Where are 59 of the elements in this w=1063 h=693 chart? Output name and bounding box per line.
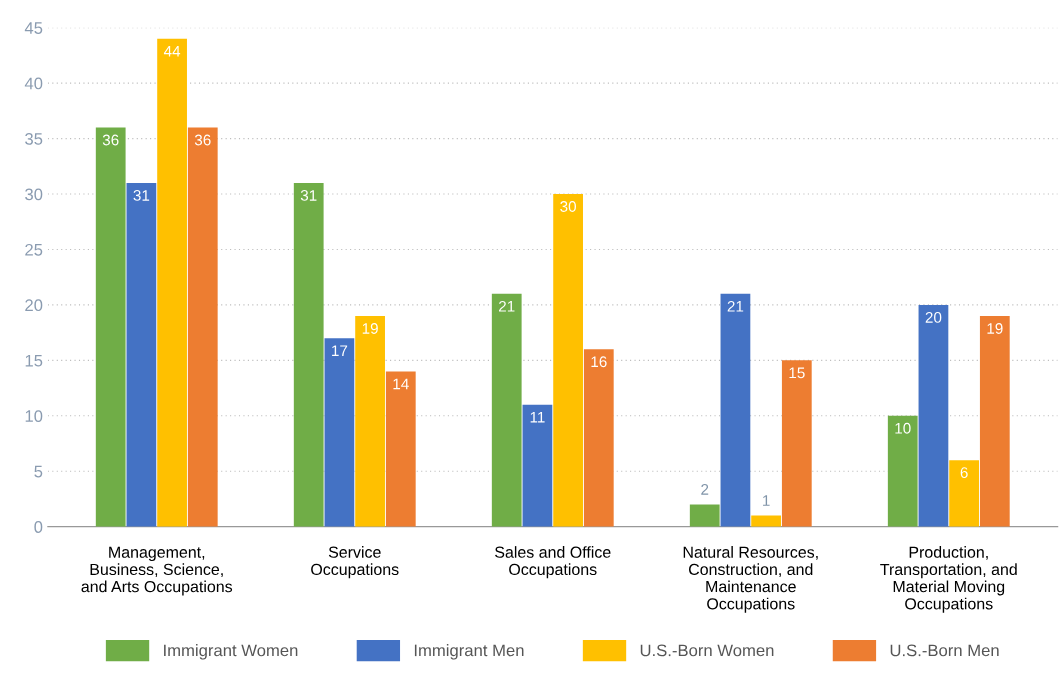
bar [355, 316, 385, 527]
bar [293, 182, 324, 527]
bar [324, 338, 355, 527]
data-label: 11 [530, 411, 545, 423]
y-tick-label: 35 [25, 133, 43, 145]
data-label: 19 [362, 323, 378, 334]
bar [553, 194, 583, 527]
data-label: 30 [560, 201, 577, 212]
data-label: 36 [194, 134, 211, 146]
bar [385, 371, 416, 527]
data-label: 21 [727, 300, 744, 312]
y-tick-label: 20 [25, 299, 43, 312]
data-label: 20 [925, 311, 942, 323]
data-label: 44 [163, 46, 181, 57]
data-label: 2 [701, 484, 709, 495]
bar [751, 515, 781, 527]
x-tick-label: Service Occupations [311, 546, 399, 579]
data-label: 21 [499, 300, 515, 312]
y-tick-label: 45 [24, 22, 43, 34]
bar [187, 127, 218, 527]
bar [126, 182, 157, 527]
legend-label: Immigrant Women [164, 644, 298, 660]
bar [887, 415, 918, 527]
y-tick-label: 5 [34, 465, 43, 478]
data-label: 14 [393, 378, 409, 390]
data-label: 15 [789, 367, 805, 379]
bar [781, 360, 812, 527]
y-tick-label: 40 [24, 77, 43, 90]
bar [491, 293, 522, 527]
legend-label: U.S.-Born Women [640, 644, 774, 657]
legend-label: Immigrant Men [414, 644, 524, 660]
bar [720, 293, 751, 527]
bar [949, 460, 980, 527]
bar [95, 127, 126, 527]
y-tick-label: 15 [25, 354, 43, 367]
bar [522, 404, 553, 527]
y-tick-label: 30 [25, 188, 43, 201]
data-label: 19 [987, 323, 1003, 334]
data-label: 16 [591, 356, 607, 368]
y-tick-label: 0 [34, 521, 43, 533]
bar [689, 504, 720, 527]
data-label: 6 [960, 467, 968, 479]
data-label: 1 [763, 495, 770, 506]
x-tick-label: Management, Business, Science, and Arts Occupations [81, 546, 233, 596]
data-label: 31 [133, 190, 150, 201]
data-label: 36 [102, 134, 119, 146]
y-tick-label: 25 [25, 243, 43, 256]
bar [918, 304, 949, 527]
x-tick-label: Production, Transportation, and Material Moving Occupations [880, 546, 1017, 613]
y-tick-label: 10 [25, 410, 43, 422]
bar [583, 349, 614, 527]
x-tick-label: Sales and Office Occupations [495, 546, 611, 579]
data-label: 17 [332, 345, 348, 356]
legend-label: U.S.-Born Men [890, 644, 999, 657]
bar [157, 38, 187, 527]
data-label: 10 [895, 422, 911, 434]
x-tick-label: Natural Resources, Construction, and Maintenance Occupations [683, 546, 818, 613]
bar [979, 316, 1010, 527]
data-label: 31 [300, 190, 317, 201]
